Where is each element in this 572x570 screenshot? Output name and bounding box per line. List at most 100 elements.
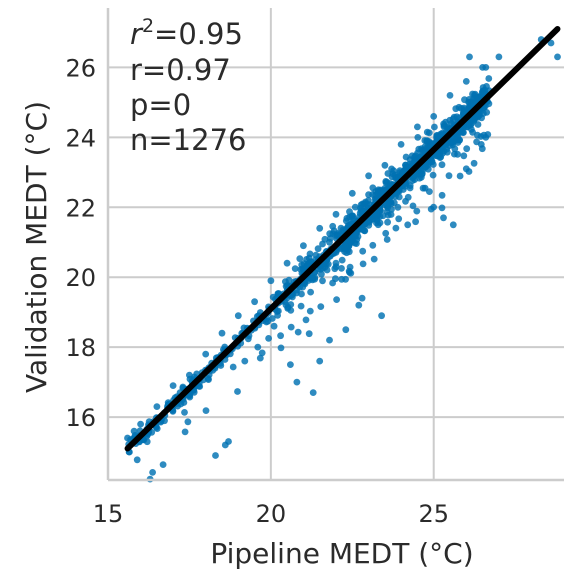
fit-line: [124, 25, 561, 452]
data-point: [283, 259, 291, 267]
data-point: [334, 230, 342, 237]
data-point: [479, 87, 487, 95]
data-point: [229, 363, 237, 371]
data-point: [319, 240, 326, 248]
data-point: [263, 318, 270, 326]
data-point: [307, 288, 314, 296]
data-point: [482, 134, 490, 141]
data-point: [369, 191, 376, 198]
data-point: [440, 214, 447, 222]
data-point: [296, 255, 304, 263]
data-point: [359, 247, 367, 255]
data-point: [297, 302, 305, 310]
data-point: [234, 388, 241, 395]
r-squared-number: 0.95: [178, 17, 243, 51]
data-point: [326, 238, 333, 246]
data-point: [342, 326, 350, 334]
data-point: [423, 137, 431, 145]
x-tick-label: 20: [256, 500, 287, 528]
data-point: [345, 267, 353, 275]
data-point: [472, 113, 480, 120]
data-point: [422, 163, 430, 171]
y-axis-label: Validation MEDT (°C): [20, 101, 53, 393]
data-point: [394, 203, 402, 211]
data-point: [329, 222, 337, 230]
data-point: [306, 307, 314, 315]
data-point: [302, 316, 310, 324]
data-point: [438, 191, 446, 199]
data-point: [392, 224, 400, 232]
data-point: [449, 221, 457, 229]
data-point: [474, 131, 481, 139]
data-point: [554, 53, 561, 61]
data-point: [438, 161, 446, 169]
data-point: [455, 103, 463, 111]
data-point: [181, 428, 189, 436]
data-point: [351, 203, 359, 211]
data-point: [337, 224, 345, 232]
data-point: [184, 418, 192, 426]
data-point: [284, 304, 292, 312]
axis-spines: [106, 8, 564, 482]
data-point: [443, 148, 451, 156]
data-point: [300, 242, 307, 250]
data-point: [169, 382, 177, 389]
data-point: [217, 362, 225, 369]
data-point: [316, 224, 324, 232]
data-point: [383, 236, 391, 243]
p-stat: p=0: [130, 88, 191, 122]
data-point: [429, 171, 437, 179]
data-point: [378, 312, 385, 320]
data-point: [383, 202, 391, 210]
y-tick-label: 26: [65, 54, 96, 82]
x-tick-label: 15: [93, 500, 124, 528]
data-point: [287, 323, 295, 331]
data-point: [471, 95, 479, 103]
r-squared-value: =: [154, 17, 178, 51]
data-point: [225, 438, 232, 445]
data-point: [412, 218, 419, 226]
data-point: [338, 265, 345, 272]
data-point: [485, 75, 493, 82]
data-point: [445, 172, 453, 180]
data-point: [332, 210, 340, 218]
data-point: [298, 290, 305, 298]
data-point: [347, 238, 355, 246]
y-tick-label: 18: [65, 334, 96, 362]
data-point: [326, 336, 333, 344]
data-point: [381, 161, 389, 169]
data-point: [495, 53, 503, 61]
data-point: [340, 245, 348, 252]
data-point: [463, 145, 471, 153]
data-point: [419, 184, 427, 192]
data-point: [319, 277, 326, 285]
data-point: [316, 357, 324, 365]
data-point: [466, 53, 473, 61]
data-point: [448, 138, 456, 146]
data-point: [402, 153, 410, 161]
data-point: [409, 202, 417, 210]
data-point: [338, 275, 346, 283]
data-point: [406, 182, 414, 190]
data-point: [149, 469, 157, 476]
data-point: [277, 344, 285, 352]
data-point: [349, 212, 357, 220]
data-point: [186, 371, 193, 379]
data-point: [430, 203, 437, 211]
data-point: [414, 149, 421, 157]
r-squared-stat: r2=0.95: [130, 15, 243, 51]
data-point: [133, 456, 141, 464]
data-point: [392, 193, 399, 201]
data-point: [358, 294, 366, 302]
data-point: [312, 251, 320, 259]
data-point: [212, 452, 219, 459]
data-point: [414, 123, 421, 131]
data-point: [456, 172, 464, 180]
data-point: [204, 375, 212, 382]
data-point: [369, 241, 377, 249]
data-point: [402, 197, 409, 205]
data-point: [153, 403, 161, 410]
n-stat: n=1276: [130, 123, 246, 157]
y-tick-label: 20: [65, 264, 96, 292]
